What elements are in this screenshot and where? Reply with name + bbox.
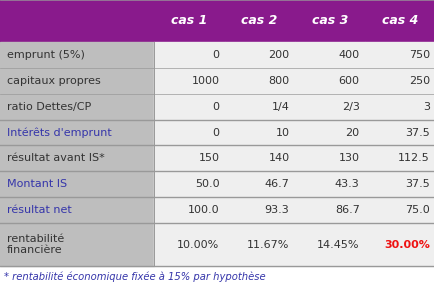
Text: 11.67%: 11.67% <box>247 240 289 250</box>
Text: 50.0: 50.0 <box>194 179 219 189</box>
Text: 3: 3 <box>422 102 429 112</box>
Bar <box>364 146 434 171</box>
Bar <box>154 42 224 68</box>
Text: 400: 400 <box>338 50 359 60</box>
Bar <box>0 171 154 197</box>
Text: Intérêts d'emprunt: Intérêts d'emprunt <box>7 127 111 138</box>
Text: 130: 130 <box>338 153 359 163</box>
Text: cas 4: cas 4 <box>381 14 417 27</box>
Bar <box>364 42 434 68</box>
Text: 0: 0 <box>212 50 219 60</box>
Text: 20: 20 <box>345 128 359 138</box>
Bar <box>364 223 434 266</box>
Bar <box>364 197 434 223</box>
Bar <box>224 120 294 146</box>
Bar <box>224 223 294 266</box>
Text: 140: 140 <box>268 153 289 163</box>
Bar <box>224 197 294 223</box>
Text: 0: 0 <box>212 128 219 138</box>
Text: 750: 750 <box>408 50 429 60</box>
Bar <box>0 93 154 120</box>
Bar <box>294 171 364 197</box>
Text: 43.3: 43.3 <box>334 179 359 189</box>
Text: 14.45%: 14.45% <box>316 240 359 250</box>
Text: 10.00%: 10.00% <box>177 240 219 250</box>
Bar <box>154 120 224 146</box>
Text: 1000: 1000 <box>191 76 219 86</box>
Text: 1/4: 1/4 <box>271 102 289 112</box>
Text: 93.3: 93.3 <box>264 205 289 215</box>
Bar <box>154 146 224 171</box>
Text: 30.00%: 30.00% <box>383 240 429 250</box>
Bar <box>0 223 154 266</box>
Text: 100.0: 100.0 <box>187 205 219 215</box>
Bar <box>224 171 294 197</box>
Bar <box>154 93 224 120</box>
Text: 10: 10 <box>275 128 289 138</box>
Text: 75.0: 75.0 <box>404 205 429 215</box>
Bar <box>294 197 364 223</box>
Bar <box>294 42 364 68</box>
Bar <box>294 223 364 266</box>
Text: 2/3: 2/3 <box>341 102 359 112</box>
Bar <box>364 171 434 197</box>
Bar <box>0 146 154 171</box>
Bar <box>364 93 434 120</box>
Text: rentabilité
financière: rentabilité financière <box>7 234 64 255</box>
Bar <box>294 68 364 93</box>
Bar <box>154 197 224 223</box>
Bar <box>154 223 224 266</box>
Text: 37.5: 37.5 <box>404 179 429 189</box>
Bar <box>294 93 364 120</box>
Text: Montant IS: Montant IS <box>7 179 66 189</box>
Bar <box>294 146 364 171</box>
Text: 150: 150 <box>198 153 219 163</box>
Text: 250: 250 <box>408 76 429 86</box>
Text: 37.5: 37.5 <box>404 128 429 138</box>
Bar <box>224 146 294 171</box>
Bar <box>154 171 224 197</box>
Text: * rentabilité économique fixée à 15% par hypothèse: * rentabilité économique fixée à 15% par… <box>4 272 265 283</box>
Text: ratio Dettes/CP: ratio Dettes/CP <box>7 102 91 112</box>
Text: 800: 800 <box>268 76 289 86</box>
Bar <box>0 68 154 93</box>
Text: emprunt (5%): emprunt (5%) <box>7 50 84 60</box>
Text: 0: 0 <box>212 102 219 112</box>
Bar <box>364 68 434 93</box>
Bar <box>224 68 294 93</box>
Bar <box>0 120 154 146</box>
Bar <box>154 68 224 93</box>
Text: cas 3: cas 3 <box>311 14 347 27</box>
Text: 86.7: 86.7 <box>334 205 359 215</box>
Text: 46.7: 46.7 <box>264 179 289 189</box>
Bar <box>224 93 294 120</box>
Text: résultat net: résultat net <box>7 205 71 215</box>
Text: 112.5: 112.5 <box>397 153 429 163</box>
Bar <box>0 0 434 42</box>
Text: cas 2: cas 2 <box>241 14 277 27</box>
Text: résultat avant IS*: résultat avant IS* <box>7 153 104 163</box>
Bar <box>0 197 154 223</box>
Bar <box>364 120 434 146</box>
Text: 600: 600 <box>338 76 359 86</box>
Bar <box>224 42 294 68</box>
Text: cas 1: cas 1 <box>171 14 207 27</box>
Bar <box>0 42 154 68</box>
Text: capitaux propres: capitaux propres <box>7 76 100 86</box>
Text: 200: 200 <box>268 50 289 60</box>
Bar <box>294 120 364 146</box>
